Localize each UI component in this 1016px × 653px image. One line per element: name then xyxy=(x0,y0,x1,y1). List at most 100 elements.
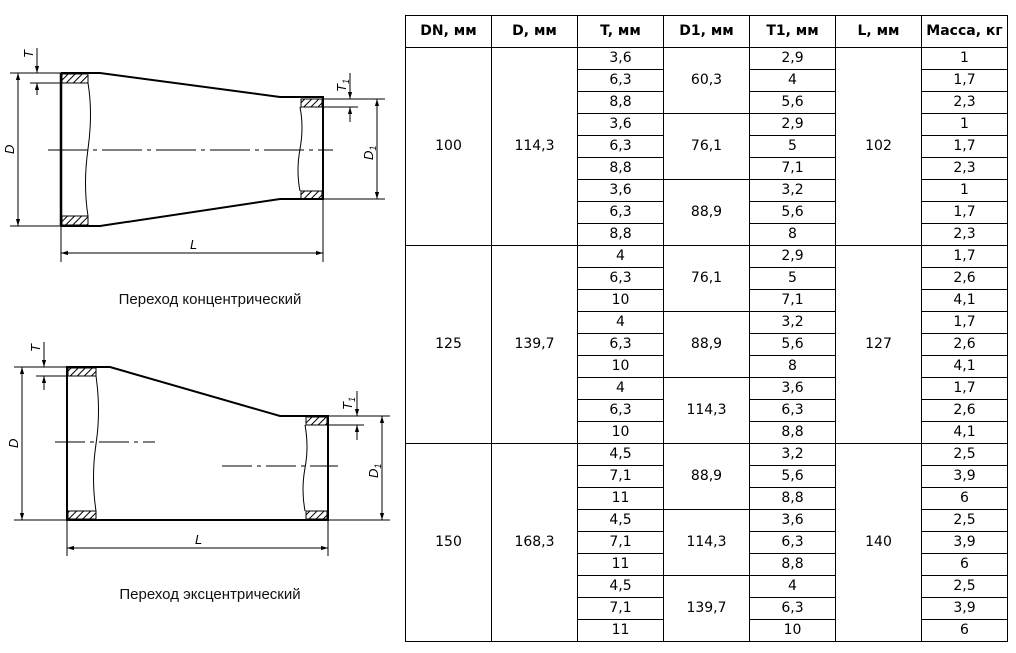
table-row: 6,3 4 1,7 xyxy=(406,69,1008,92)
cell-l: 140 xyxy=(835,443,922,642)
cell-mass: 4,1 xyxy=(921,355,1008,378)
cell-mass: 3,9 xyxy=(921,465,1008,488)
cell-t: 8,8 xyxy=(577,91,664,114)
cell-t: 10 xyxy=(577,289,664,312)
reducer-dimensions-table: DN, мм D, мм T, мм D1, мм T1, мм L, мм Масса, … xyxy=(405,15,1008,642)
cell-mass: 6 xyxy=(921,619,1008,642)
cell-t1: 5 xyxy=(749,135,836,158)
table-row: 100 114,3 3,6 60,3 2,9 102 1 xyxy=(405,47,1008,246)
cell-t: 8,8 xyxy=(577,157,664,180)
cell-l: 127 xyxy=(835,245,922,444)
table-row: 10 8,8 4,1 xyxy=(406,421,1008,444)
cell-mass: 1 xyxy=(921,47,1008,70)
cell-mass: 2,5 xyxy=(921,575,1008,598)
cell-mass: 1 xyxy=(921,113,1008,136)
concentric-caption: Переход концентрический xyxy=(118,291,302,308)
cell-mass: 2,6 xyxy=(921,333,1008,356)
cell-t: 7,1 xyxy=(577,597,664,620)
cell-d1: 76,1 xyxy=(663,245,750,312)
column-header: D1, мм xyxy=(663,15,750,48)
cell-t: 6,3 xyxy=(577,333,664,356)
label-L: L xyxy=(190,237,197,252)
cell-d1: 88,9 xyxy=(663,179,750,246)
cell-t1: 6,3 xyxy=(749,531,836,554)
cell-t1: 5 xyxy=(749,267,836,290)
cell-t1: 2,9 xyxy=(749,113,836,136)
cell-t: 6,3 xyxy=(577,201,664,224)
table-row: 11 8,8 6 xyxy=(406,553,1008,576)
cell-t1: 2,9 xyxy=(749,245,836,268)
table-header-row: DN, мм D, мм T, мм D1, мм T1, мм L, мм Масса, … xyxy=(405,15,1008,48)
cell-l: 102 xyxy=(835,47,922,246)
label-D1: D1 xyxy=(361,146,378,160)
cell-mass: 1 xyxy=(921,179,1008,202)
cell-t: 6,3 xyxy=(577,69,664,92)
label-D: D xyxy=(2,145,17,154)
cell-mass: 6 xyxy=(921,487,1008,510)
column-header: DN, мм xyxy=(405,15,492,48)
column-header: D, мм xyxy=(491,15,578,48)
cell-t: 3,6 xyxy=(577,179,664,202)
table-row: 3,6 76,1 2,9 1 xyxy=(406,113,1008,180)
cell-mass: 1,7 xyxy=(921,245,1008,268)
cell-t1: 5,6 xyxy=(749,333,836,356)
cell-d1: 114,3 xyxy=(663,377,750,444)
table-row: 8,8 8 2,3 xyxy=(406,223,1008,246)
cell-d1: 88,9 xyxy=(663,443,750,510)
cell-mass: 2,5 xyxy=(921,509,1008,532)
table-row: 4 114,3 3,6 1,7 xyxy=(406,377,1008,444)
cell-t: 6,3 xyxy=(577,267,664,290)
cell-t1: 2,9 xyxy=(749,47,836,70)
cell-t1: 8 xyxy=(749,355,836,378)
cell-mass: 1,7 xyxy=(921,69,1008,92)
cell-t1: 5,6 xyxy=(749,201,836,224)
column-header: T, мм xyxy=(577,15,664,48)
table-row: 6,3 5 1,7 xyxy=(406,135,1008,158)
cell-t1: 4 xyxy=(749,575,836,598)
table-row: 10 7,1 4,1 xyxy=(406,289,1008,312)
label-T1: T1 xyxy=(340,397,357,410)
cell-t: 11 xyxy=(577,487,664,510)
label-T1: T1 xyxy=(334,79,351,92)
cell-dn: 100 xyxy=(405,47,492,246)
table-row: 7,1 6,3 3,9 xyxy=(406,531,1008,554)
cell-t1: 8,8 xyxy=(749,421,836,444)
cell-t1: 3,2 xyxy=(749,179,836,202)
label-T: T xyxy=(28,343,43,352)
cell-t1: 5,6 xyxy=(749,465,836,488)
cell-mass: 2,6 xyxy=(921,267,1008,290)
table-row: 6,3 5,6 2,6 xyxy=(406,333,1008,356)
cell-mass: 2,3 xyxy=(921,157,1008,180)
column-header: T1, мм xyxy=(749,15,836,48)
cell-d1: 88,9 xyxy=(663,311,750,378)
cell-t: 4 xyxy=(577,245,664,268)
table-row: 7,1 6,3 3,9 xyxy=(406,597,1008,620)
cell-t: 8,8 xyxy=(577,223,664,246)
table-row: 11 10 6 xyxy=(406,619,1008,642)
cell-t: 4 xyxy=(577,311,664,334)
cell-t: 3,6 xyxy=(577,113,664,136)
cell-d1: 114,3 xyxy=(663,509,750,576)
cell-t1: 8,8 xyxy=(749,487,836,510)
cell-mass: 3,9 xyxy=(921,597,1008,620)
concentric-reducer-drawing xyxy=(10,48,385,262)
cell-mass: 2,3 xyxy=(921,91,1008,114)
cell-t1: 3,6 xyxy=(749,509,836,532)
table-row: 7,1 5,6 3,9 xyxy=(406,465,1008,488)
cell-t1: 4 xyxy=(749,69,836,92)
cell-mass: 1,7 xyxy=(921,377,1008,400)
cell-mass: 2,6 xyxy=(921,399,1008,422)
cell-d1: 76,1 xyxy=(663,113,750,180)
cell-d1: 139,7 xyxy=(663,575,750,642)
cell-t: 10 xyxy=(577,421,664,444)
label-T: T xyxy=(21,49,36,58)
table-row: 4,5 139,7 4 2,5 xyxy=(406,575,1008,642)
cell-t: 4,5 xyxy=(577,509,664,532)
label-L: L xyxy=(195,532,202,547)
column-header: L, мм xyxy=(835,15,922,48)
cell-t: 10 xyxy=(577,355,664,378)
cell-t1: 6,3 xyxy=(749,399,836,422)
cell-t1: 8,8 xyxy=(749,553,836,576)
cell-t1: 8 xyxy=(749,223,836,246)
cell-mass: 1,7 xyxy=(921,201,1008,224)
